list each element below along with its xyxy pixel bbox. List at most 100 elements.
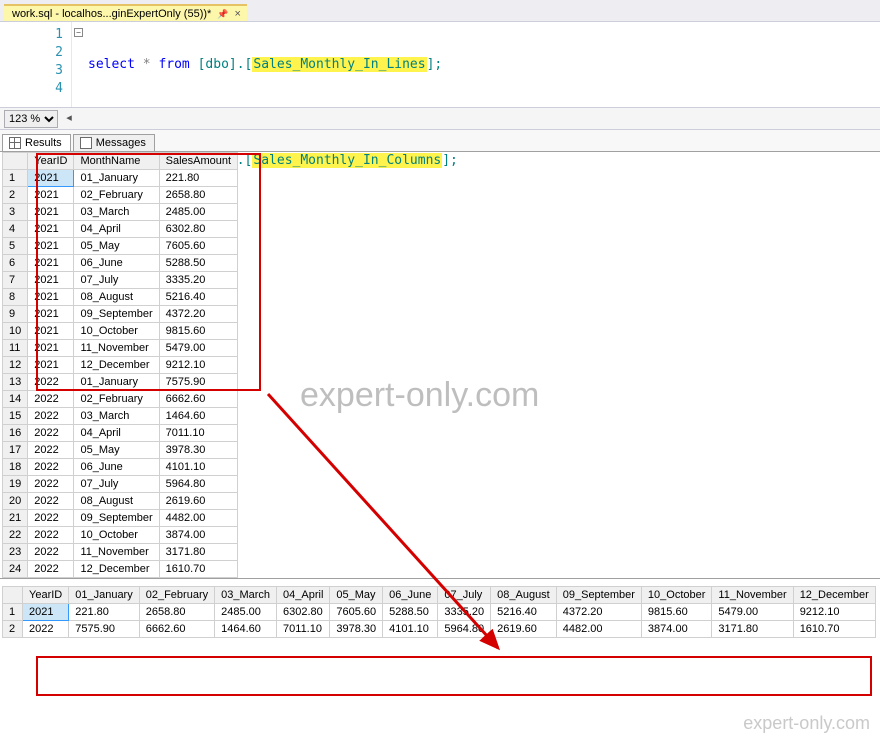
cell[interactable]: 2022	[28, 442, 74, 459]
cell[interactable]: 5964.80	[438, 621, 491, 638]
cell[interactable]: 05_May	[74, 238, 159, 255]
results-grid-2[interactable]: YearID01_January02_February03_March04_Ap…	[2, 586, 876, 638]
cell[interactable]: 2022	[28, 459, 74, 476]
row-number[interactable]: 18	[3, 459, 28, 476]
row-number[interactable]: 2	[3, 621, 23, 638]
cell[interactable]: 9212.10	[793, 604, 875, 621]
cell[interactable]: 2021	[28, 238, 74, 255]
cell[interactable]: 02_February	[74, 391, 159, 408]
row-number[interactable]: 2	[3, 187, 28, 204]
row-number[interactable]: 15	[3, 408, 28, 425]
cell[interactable]: 4372.20	[556, 604, 641, 621]
cell[interactable]: 7011.10	[277, 621, 330, 638]
row-number[interactable]: 5	[3, 238, 28, 255]
cell[interactable]: 2021	[28, 272, 74, 289]
row-number[interactable]: 4	[3, 221, 28, 238]
cell[interactable]: 05_May	[74, 442, 159, 459]
row-number[interactable]: 23	[3, 544, 28, 561]
column-header[interactable]: 01_January	[69, 587, 140, 604]
cell[interactable]: 1464.60	[215, 621, 277, 638]
zoom-select[interactable]: 123 %	[4, 110, 58, 128]
row-number[interactable]: 21	[3, 510, 28, 527]
column-header[interactable]: 06_June	[383, 587, 438, 604]
cell[interactable]: 08_August	[74, 493, 159, 510]
cell[interactable]: 03_March	[74, 204, 159, 221]
table-row[interactable]: 9202109_September4372.20	[3, 306, 238, 323]
column-header[interactable]: 05_May	[330, 587, 383, 604]
cell[interactable]: 9815.60	[641, 604, 711, 621]
grid-separator[interactable]	[0, 578, 880, 586]
cell[interactable]: 01_January	[74, 374, 159, 391]
cell[interactable]: 10_October	[74, 527, 159, 544]
cell[interactable]: 3171.80	[159, 544, 237, 561]
cell[interactable]: 2022	[28, 391, 74, 408]
cell[interactable]: 03_March	[74, 408, 159, 425]
cell[interactable]: 06_June	[74, 459, 159, 476]
table-row[interactable]: 13202201_January7575.90	[3, 374, 238, 391]
nav-prev-icon[interactable]: ◂	[62, 112, 76, 126]
cell[interactable]: 2021	[28, 204, 74, 221]
cell[interactable]: 5288.50	[383, 604, 438, 621]
cell[interactable]: 2022	[28, 561, 74, 578]
cell[interactable]: 2021	[23, 604, 69, 621]
table-row[interactable]: 220227575.906662.601464.607011.103978.30…	[3, 621, 876, 638]
column-header[interactable]: 03_March	[215, 587, 277, 604]
cell[interactable]: 3335.20	[438, 604, 491, 621]
cell[interactable]: 3978.30	[330, 621, 383, 638]
table-row[interactable]: 18202206_June4101.10	[3, 459, 238, 476]
outline-collapse-icon[interactable]: −	[74, 28, 83, 37]
cell[interactable]: 01_January	[74, 170, 159, 187]
results-grid-1[interactable]: YearIDMonthNameSalesAmount1202101_Januar…	[2, 152, 238, 578]
row-number[interactable]: 16	[3, 425, 28, 442]
column-header[interactable]: YearID	[23, 587, 69, 604]
cell[interactable]: 2022	[23, 621, 69, 638]
table-row[interactable]: 23202211_November3171.80	[3, 544, 238, 561]
cell[interactable]: 2619.60	[159, 493, 237, 510]
cell[interactable]: 6662.60	[159, 391, 237, 408]
column-header[interactable]: 02_February	[139, 587, 214, 604]
table-row[interactable]: 21202209_September4482.00	[3, 510, 238, 527]
cell[interactable]: 3874.00	[159, 527, 237, 544]
cell[interactable]: 04_April	[74, 425, 159, 442]
document-tab[interactable]: work.sql - localhos...ginExpertOnly (55)…	[4, 4, 247, 21]
column-header[interactable]: 10_October	[641, 587, 711, 604]
cell[interactable]: 2658.80	[159, 187, 237, 204]
cell[interactable]: 12_December	[74, 357, 159, 374]
cell[interactable]: 221.80	[159, 170, 237, 187]
table-row[interactable]: 2202102_February2658.80	[3, 187, 238, 204]
cell[interactable]: 4101.10	[383, 621, 438, 638]
cell[interactable]: 5288.50	[159, 255, 237, 272]
table-row[interactable]: 16202204_April7011.10	[3, 425, 238, 442]
cell[interactable]: 2022	[28, 374, 74, 391]
cell[interactable]: 6662.60	[139, 621, 214, 638]
table-row[interactable]: 1202101_January221.80	[3, 170, 238, 187]
cell[interactable]: 11_November	[74, 544, 159, 561]
row-number[interactable]: 11	[3, 340, 28, 357]
cell[interactable]: 2021	[28, 255, 74, 272]
cell[interactable]: 09_September	[74, 306, 159, 323]
row-number[interactable]: 20	[3, 493, 28, 510]
row-number[interactable]: 7	[3, 272, 28, 289]
cell[interactable]: 2021	[28, 187, 74, 204]
cell[interactable]: 2021	[28, 221, 74, 238]
row-number[interactable]: 12	[3, 357, 28, 374]
cell[interactable]: 2658.80	[139, 604, 214, 621]
cell[interactable]: 2022	[28, 476, 74, 493]
cell[interactable]: 10_October	[74, 323, 159, 340]
sql-editor[interactable]: 1 2 3 4 − select * from [dbo].[Sales_Mon…	[0, 22, 880, 108]
row-number[interactable]: 6	[3, 255, 28, 272]
cell[interactable]: 5216.40	[491, 604, 557, 621]
table-row[interactable]: 6202106_June5288.50	[3, 255, 238, 272]
cell[interactable]: 1610.70	[159, 561, 237, 578]
cell[interactable]: 11_November	[74, 340, 159, 357]
cell[interactable]: 2022	[28, 544, 74, 561]
cell[interactable]: 07_July	[74, 272, 159, 289]
row-number[interactable]: 3	[3, 204, 28, 221]
cell[interactable]: 6302.80	[159, 221, 237, 238]
cell[interactable]: 4482.00	[159, 510, 237, 527]
cell[interactable]: 7575.90	[159, 374, 237, 391]
column-header[interactable]: 12_December	[793, 587, 875, 604]
table-row[interactable]: 5202105_May7605.60	[3, 238, 238, 255]
close-icon[interactable]: ×	[235, 8, 241, 20]
table-row[interactable]: 3202103_March2485.00	[3, 204, 238, 221]
